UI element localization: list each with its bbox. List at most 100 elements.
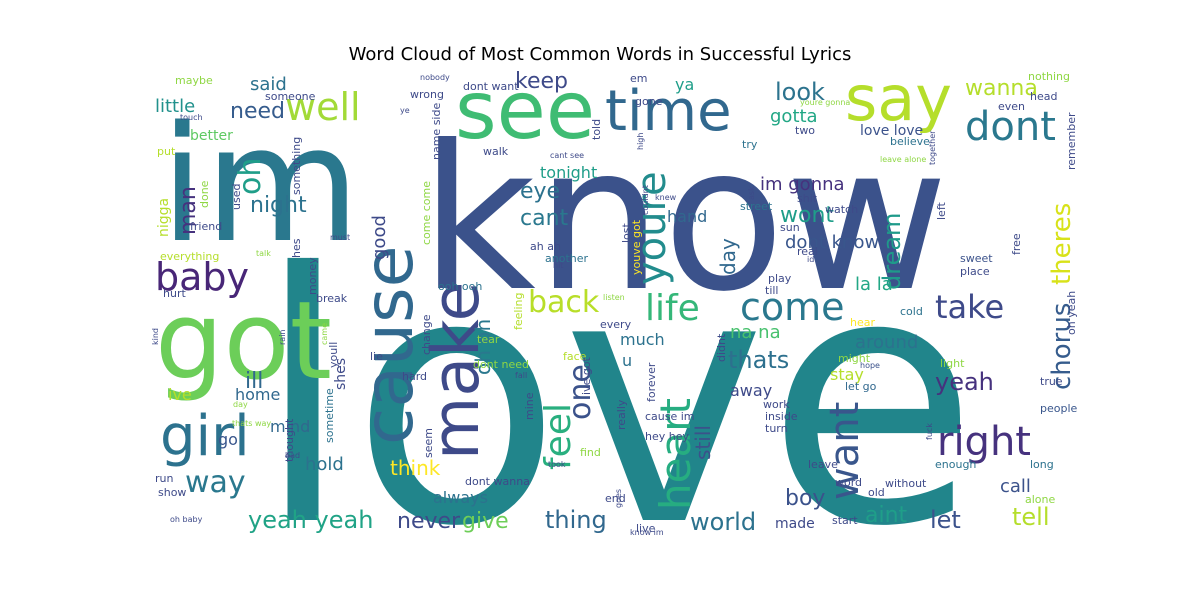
word-man: man <box>176 186 201 235</box>
word-wont: wont <box>780 203 834 228</box>
word-baby: baby <box>155 255 249 299</box>
word-ask: ask <box>747 186 756 200</box>
word-end: end <box>605 492 626 505</box>
word-still: still <box>691 425 715 460</box>
word-oh-yeah: oh yeah <box>1065 291 1078 335</box>
word-every: every <box>600 318 632 331</box>
word-see: see <box>455 64 595 157</box>
word-aint: aint <box>865 503 908 528</box>
word-feel: feel <box>538 403 579 470</box>
word-dont-wanna: dont wanna <box>465 475 530 488</box>
word-around: around <box>855 332 918 353</box>
word-wanna: wanna <box>965 76 1038 101</box>
word-name-side: name side <box>430 103 443 160</box>
word-chorus: chorus <box>1047 303 1077 390</box>
word-love-love: love love <box>860 123 923 139</box>
word-say: say <box>845 62 952 135</box>
word-nobody: nobody <box>420 73 450 82</box>
word-used: used <box>230 184 243 210</box>
word-hear: hear <box>850 316 875 329</box>
word-sweet: sweet <box>960 252 993 265</box>
word-oh-baby: oh baby <box>170 515 203 524</box>
word-give: give <box>462 509 509 534</box>
word-enough: enough <box>935 458 976 471</box>
word-mind: mind <box>270 417 310 436</box>
word-high: high <box>636 133 645 150</box>
word-rain: rain <box>278 330 287 345</box>
word-way: way <box>185 465 246 500</box>
word-im: im <box>160 91 360 278</box>
word-thats-way: thats way <box>232 419 271 428</box>
word-thats: thats <box>728 346 789 374</box>
word-better: better <box>190 128 233 144</box>
word-hey-hey: hey hey <box>645 430 689 443</box>
word-know-im: know im <box>630 528 664 537</box>
word-long: long <box>1030 458 1054 471</box>
word-came: came <box>320 323 329 345</box>
word-yeah: yeah <box>935 368 994 396</box>
word-knew: knew <box>655 193 677 202</box>
word-alone: alone <box>1025 493 1055 506</box>
word-show: show <box>158 486 186 499</box>
word-day: day <box>233 400 248 409</box>
word-tell: tell <box>1012 503 1050 531</box>
word-yeah-yeah: yeah yeah <box>248 506 373 534</box>
word-done: done <box>198 180 211 208</box>
word-hope: hope <box>860 361 880 370</box>
word-old: old <box>868 486 885 499</box>
word-till: till <box>765 284 778 297</box>
word-u: u <box>622 351 632 370</box>
word-leave: leave <box>808 458 838 471</box>
word-shit: shit <box>797 192 818 205</box>
word-oh: oh <box>233 158 268 195</box>
word-always: always <box>433 488 488 507</box>
word-gotta: gotta <box>770 106 818 127</box>
word-go: go <box>218 430 238 449</box>
word-place: place <box>960 265 990 278</box>
word-might: might <box>838 352 871 365</box>
word-let-go: let go <box>845 380 877 393</box>
word-dont-need: dont need <box>473 358 529 371</box>
word-inside: inside <box>765 410 798 423</box>
word-youve-got: youve got <box>630 219 643 275</box>
word-made: made <box>775 516 815 532</box>
word-away: away <box>730 381 772 400</box>
word-la-la: la la <box>855 274 893 295</box>
word-theres: theres <box>1047 203 1077 285</box>
word-dont-want: dont want <box>463 80 519 93</box>
word-lost: lost <box>620 222 633 243</box>
word-sometime: sometime <box>323 388 336 443</box>
word-two: two <box>795 124 815 137</box>
word-turn: turn <box>765 422 788 435</box>
word-must: must <box>330 233 350 242</box>
word-day: day <box>716 238 740 275</box>
word-couldnt: couldnt <box>641 185 650 215</box>
word-without: without <box>885 477 927 490</box>
word-know: know <box>420 103 949 336</box>
word-watch: watch <box>825 203 858 216</box>
word-word: word <box>835 476 862 489</box>
word-run: run <box>155 472 173 485</box>
word-maybe: maybe <box>175 74 213 87</box>
word-thought: thought <box>283 418 296 462</box>
word-ive: ive <box>168 385 192 404</box>
word-free: free <box>1010 233 1023 255</box>
word-look: look <box>775 78 825 106</box>
word-ooh-ooh: ooh ooh <box>438 280 482 293</box>
word-light: light <box>940 357 965 370</box>
word-want: want <box>822 402 868 500</box>
word-nothing: nothing <box>1028 70 1070 83</box>
word-come-come: come come <box>420 181 433 245</box>
word-forever: forever <box>645 362 658 402</box>
word-need: need <box>230 99 285 124</box>
word-oh-oh: oh oh <box>471 319 495 375</box>
word-touch: touch <box>180 113 203 122</box>
word-well: well <box>285 85 361 129</box>
word-love: love <box>255 201 978 600</box>
word-someone: someone <box>265 90 316 103</box>
word-im-gonna: im gonna <box>760 174 845 195</box>
word-talk: talk <box>256 249 271 258</box>
word-little: little <box>155 96 195 117</box>
chart-title: Word Cloud of Most Common Words in Succe… <box>348 44 852 65</box>
word-fall: fall <box>515 371 527 380</box>
